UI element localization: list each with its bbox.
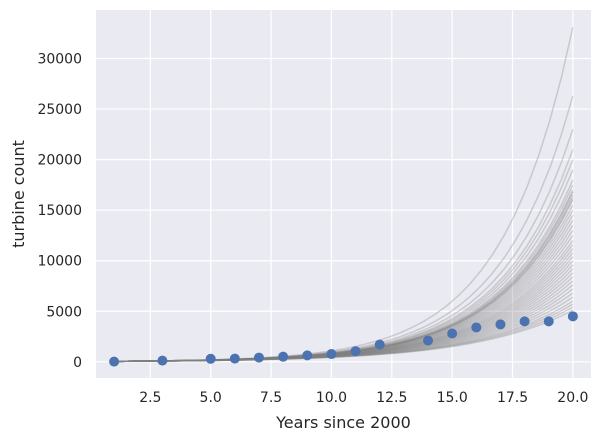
- x-tick-label: 7.5: [260, 390, 282, 406]
- simulated-curve: [114, 194, 574, 363]
- data-point: [447, 328, 458, 339]
- simulated-curve: [114, 204, 574, 363]
- data-point: [205, 353, 216, 364]
- simulated-curve: [114, 300, 574, 363]
- y-axis-ticks: 0 5000 10000 15000 20000 25000 30000: [37, 52, 82, 371]
- data-point: [519, 316, 530, 327]
- x-tick-label: 15.0: [437, 390, 468, 406]
- y-tick-label: 0: [73, 355, 82, 371]
- simulated-curve: [114, 214, 574, 363]
- simulated-curve: [114, 199, 574, 363]
- data-point: [374, 339, 385, 350]
- simulated-curve: [114, 179, 574, 363]
- data-point: [567, 311, 578, 322]
- simulated-curve: [114, 240, 574, 363]
- data-point: [495, 319, 506, 330]
- simulated-curve: [114, 244, 574, 363]
- y-tick-label: 30000: [37, 52, 82, 68]
- y-tick-label: 5000: [46, 304, 82, 320]
- simulated-curve: [114, 264, 574, 363]
- simulated-curve: [114, 27, 574, 363]
- simulated-curve: [114, 95, 574, 363]
- simulated-curve: [114, 149, 574, 363]
- data-point: [326, 349, 337, 360]
- data-point: [302, 350, 313, 361]
- data-point: [229, 353, 240, 364]
- y-tick-label: 20000: [37, 153, 82, 169]
- data-point: [350, 346, 361, 357]
- simulated-curve: [114, 288, 574, 363]
- simulated-curve: [114, 252, 574, 363]
- simulated-curve: [114, 284, 574, 363]
- x-axis-ticks: 2.5 5.0 7.5 10.0 12.5 15.0 17.5 20.0: [139, 390, 588, 406]
- y-tick-label: 10000: [37, 254, 82, 270]
- y-tick-label: 15000: [37, 203, 82, 219]
- simulated-curve: [114, 129, 574, 363]
- simulated-curve: [114, 248, 574, 363]
- simulated-curve: [114, 191, 574, 363]
- simulated-curve: [114, 292, 574, 363]
- x-tick-label: 17.5: [497, 390, 528, 406]
- simulated-curve: [114, 229, 574, 363]
- simulated-curve: [114, 303, 574, 363]
- y-axis-label: turbine count: [9, 140, 28, 248]
- x-tick-label: 10.0: [316, 390, 347, 406]
- simulated-curve: [114, 224, 574, 363]
- simulated-curve: [114, 184, 574, 363]
- simulated-curve: [114, 260, 574, 363]
- simulated-curve: [114, 209, 574, 363]
- simulated-curve: [114, 309, 574, 363]
- simulated-curve: [114, 159, 574, 363]
- simulated-curve: [114, 169, 574, 363]
- grid: [96, 10, 591, 378]
- x-tick-label: 20.0: [557, 390, 588, 406]
- observed-points: [109, 311, 578, 367]
- simulated-curve: [114, 296, 574, 363]
- plot-area: [96, 10, 591, 378]
- data-point: [253, 352, 264, 363]
- simulated-curve: [114, 219, 574, 363]
- simulated-curve: [114, 189, 574, 363]
- data-point: [109, 356, 120, 367]
- x-axis-label: Years since 2000: [275, 413, 411, 432]
- x-tick-label: 5.0: [200, 390, 222, 406]
- simulated-curve: [114, 235, 574, 363]
- data-point: [471, 322, 482, 333]
- simulated-curve: [114, 256, 574, 363]
- data-point: [278, 351, 289, 362]
- data-point: [157, 355, 168, 366]
- data-point: [543, 316, 554, 327]
- simulated-curve: [114, 197, 574, 363]
- x-tick-label: 2.5: [139, 390, 161, 406]
- data-point: [423, 335, 434, 346]
- y-tick-label: 25000: [37, 102, 82, 118]
- x-tick-label: 12.5: [376, 390, 407, 406]
- simulated-curve: [114, 306, 574, 363]
